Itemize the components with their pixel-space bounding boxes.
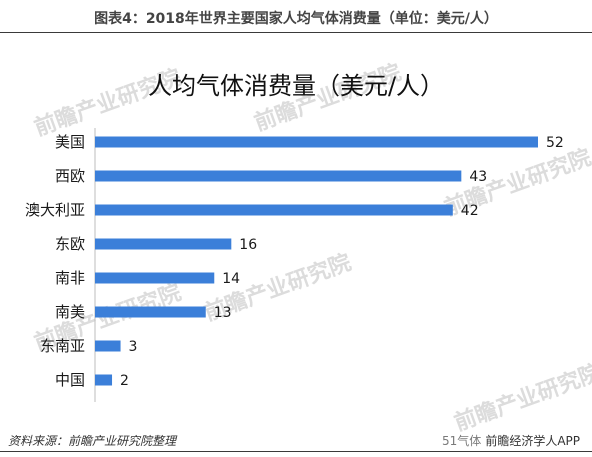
value-label: 42 — [461, 203, 479, 219]
bar — [95, 204, 453, 216]
category-label: 美国 — [55, 133, 85, 151]
category-label: 南美 — [55, 303, 85, 321]
value-label: 3 — [129, 339, 138, 355]
value-label: 16 — [239, 237, 257, 253]
category-label: 南非 — [55, 269, 85, 287]
figure-caption: 图表4：2018年世界主要国家人均气体消费量（单位：美元/人） — [94, 11, 498, 27]
source-note: 资料来源：前瞻产业研究院整理 — [8, 434, 177, 448]
bar — [95, 136, 538, 148]
bar — [95, 238, 232, 250]
chart-title: 人均气体消费量（美元/人） — [148, 72, 444, 100]
wechat-overlay: 51气体 — [442, 434, 482, 448]
category-label: 中国 — [55, 371, 85, 389]
bar — [95, 272, 215, 284]
value-label: 43 — [469, 169, 487, 185]
category-label: 西欧 — [55, 167, 85, 185]
credit: 51气体 前瞻经济学人APP — [442, 432, 580, 449]
bars-group: 美国 52 西欧 43 澳大利亚 42 东欧 16 南非 14 南美 13 东南亚 3 中国 2 — [25, 133, 564, 389]
category-label: 东欧 — [55, 235, 85, 253]
bar — [95, 170, 462, 182]
value-label: 14 — [222, 271, 240, 287]
bar — [95, 306, 206, 318]
credit-text: 前瞻经济学人APP — [485, 434, 580, 448]
category-label: 东南亚 — [40, 337, 85, 355]
bar — [95, 340, 121, 352]
bar — [95, 374, 113, 386]
caption-divider — [0, 32, 592, 33]
footer-divider — [0, 451, 592, 452]
value-label: 52 — [546, 135, 564, 151]
value-label: 2 — [120, 373, 129, 389]
value-label: 13 — [214, 305, 232, 321]
category-label: 澳大利亚 — [25, 201, 85, 219]
